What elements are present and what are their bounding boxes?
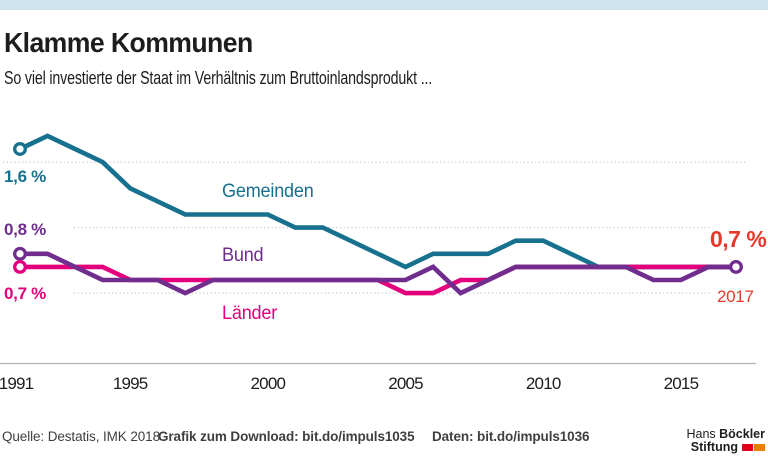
gemeinden-start-value-label: 1,6 % [4,167,46,186]
logo-line1: Hans Böckler [686,427,765,441]
x-axis-tick-label: 2005 [388,374,423,393]
download-link: Grafik zum Download: bit.do/impuls1035 [158,429,415,444]
marker-länder-1991 [13,259,27,274]
series-label-bund: Bund [222,245,264,266]
end-year-label: 2017 [717,287,754,306]
page-subtitle: So viel investierte der Staat im Verhält… [4,68,433,88]
marker-bund-1991 [13,246,27,261]
line-gemeinden [19,133,736,270]
page-title: Klamme Kommunen [4,27,253,58]
line-bund [20,251,736,296]
hans-boeckler-stiftung-logo: Hans Böckler Stiftung [686,427,765,455]
logo-flag-red [742,444,753,452]
x-axis-tick-label: 2000 [251,374,286,393]
x-axis-tick-label: 1991 [0,374,34,393]
end-value-label: 0,7 % [710,226,767,252]
source-note: Quelle: Destatis, IMK 2018 [2,429,160,444]
marker-gemeinden-1991 [13,142,27,156]
x-axis-tick-label: 2015 [664,374,699,393]
x-axis-tick-label: 2010 [526,374,561,393]
header-accent-bar [0,0,768,10]
series-label-gemeinden: Gemeinden [222,181,314,202]
laender-start-value-label: 0,7 % [4,284,46,303]
bund-start-value-label: 0,8 % [4,220,46,239]
marker-bund-2017 [729,259,743,274]
series-label-laender: Länder [222,303,278,324]
data-link: Daten: bit.do/impuls1036 [432,429,590,444]
logo-line2: Stiftung [686,441,765,454]
logo-flag-orange [754,444,765,452]
x-axis-tick-label: 1995 [113,374,148,393]
